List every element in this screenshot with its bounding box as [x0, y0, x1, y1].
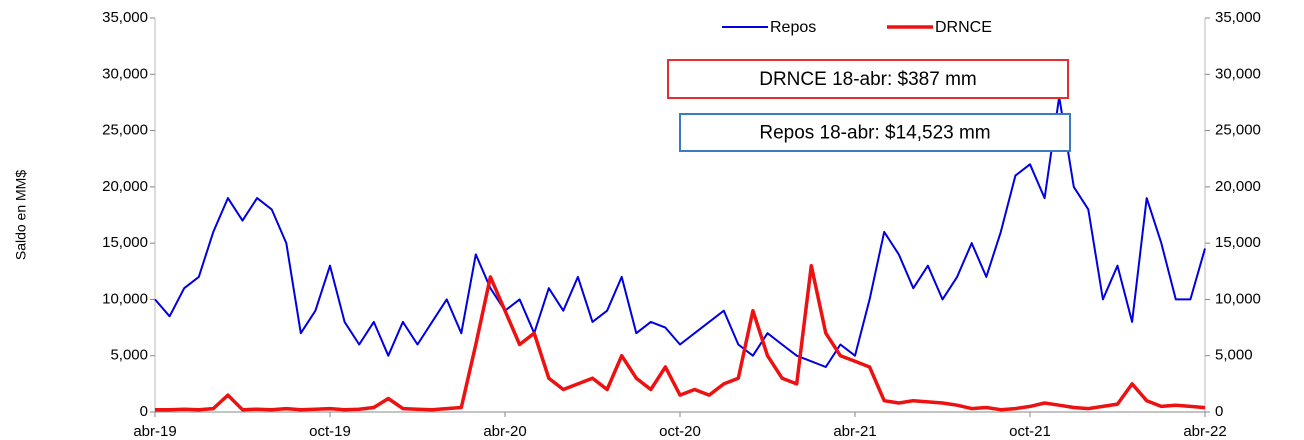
y-tick-label: 35,000	[102, 9, 148, 26]
x-tick-label: abr-21	[833, 423, 876, 440]
annotation-text: DRNCE 18-abr: $387 mm	[759, 69, 977, 90]
x-tick-label: oct-20	[659, 423, 701, 440]
annotation-text: Repos 18-abr: $14,523 mm	[759, 123, 990, 144]
y-tick-label: 25,000	[102, 122, 148, 139]
x-tick-label: abr-20	[483, 423, 526, 440]
y-tick-label: 5,000	[110, 347, 148, 364]
series-line	[155, 263, 1206, 412]
y-tick-label: 20,000	[102, 178, 148, 195]
y2-tick-label: 5,000	[1215, 347, 1253, 364]
y2-tick-label: 10,000	[1215, 290, 1261, 307]
y-tick-label: 30,000	[102, 65, 148, 82]
annotation-box	[667, 59, 1069, 99]
y-tick-label: 15,000	[102, 234, 148, 251]
y-tick-label: 10,000	[102, 290, 148, 307]
y-tick-label: 0	[140, 403, 148, 420]
y2-tick-label: 35,000	[1215, 9, 1261, 26]
y2-tick-label: 25,000	[1215, 122, 1261, 139]
y2-tick-label: 30,000	[1215, 65, 1261, 82]
legend-label: DRNCE	[935, 19, 992, 36]
legend-label: Repos	[770, 19, 816, 36]
x-tick-label: abr-19	[133, 423, 176, 440]
annotation-box	[679, 113, 1071, 152]
y2-tick-label: 20,000	[1215, 178, 1261, 195]
x-tick-label: oct-21	[1009, 423, 1051, 440]
series-line	[154, 95, 1206, 368]
y-axis-label: Saldo en MM$	[13, 170, 29, 260]
x-tick-label: abr-22	[1183, 423, 1226, 440]
y2-tick-label: 0	[1215, 403, 1223, 420]
y2-tick-label: 15,000	[1215, 234, 1261, 251]
x-tick-label: oct-19	[309, 423, 351, 440]
